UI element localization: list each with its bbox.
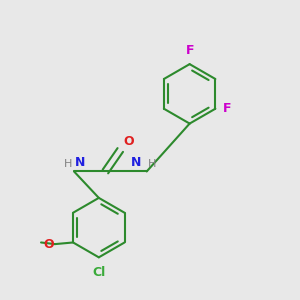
Text: H: H [64, 159, 73, 169]
Text: F: F [185, 44, 194, 57]
Text: O: O [43, 238, 54, 250]
Text: Cl: Cl [92, 266, 105, 279]
Text: N: N [130, 156, 141, 169]
Text: N: N [75, 156, 86, 169]
Text: F: F [223, 102, 231, 115]
Text: O: O [123, 135, 134, 148]
Text: H: H [148, 159, 156, 169]
